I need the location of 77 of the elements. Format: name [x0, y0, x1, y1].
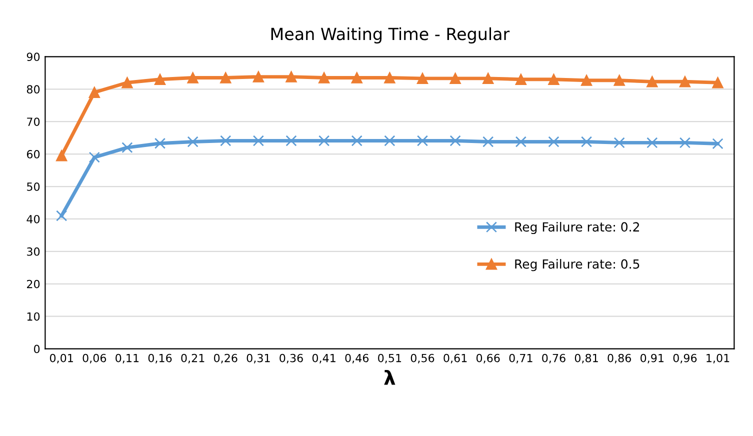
x-tick-label: 0,71	[509, 354, 532, 364]
x-tick-label: 1,01	[706, 354, 730, 364]
x-tick-label: 0,91	[640, 354, 664, 364]
point	[515, 136, 526, 148]
x-tick-label: 0,01	[50, 354, 73, 364]
x-tick-label: 0,31	[246, 354, 270, 364]
point	[416, 72, 428, 84]
point	[286, 71, 297, 82]
point	[548, 74, 560, 85]
x-tick-label: 0,51	[378, 354, 402, 364]
x-tick-label: 0,66	[476, 354, 500, 364]
x-tick-label: 0,81	[574, 354, 598, 364]
point	[56, 150, 68, 162]
point	[580, 136, 592, 148]
y-tick-label: 20	[26, 280, 40, 288]
point	[515, 74, 526, 85]
chart-title: Mean Waiting Time - Regular	[271, 27, 510, 44]
point	[88, 86, 100, 98]
x-tick-label: 0,26	[214, 354, 238, 364]
point	[220, 135, 232, 146]
point	[252, 71, 264, 82]
x-tick-label: 0,41	[312, 354, 336, 364]
y-tick-label: 50	[27, 182, 40, 191]
point	[712, 138, 724, 150]
point	[646, 137, 658, 148]
point	[614, 137, 625, 148]
point	[154, 74, 166, 85]
point	[384, 72, 396, 84]
legend-label: Reg Failure rate: 0.5	[515, 259, 640, 272]
point	[286, 135, 297, 146]
point	[482, 72, 494, 84]
point	[712, 77, 724, 88]
x-tick-label: 0,11	[116, 354, 139, 364]
x-tick-label: 0,61	[444, 354, 467, 364]
y-tick-label: 80	[26, 85, 40, 94]
point	[416, 135, 428, 146]
point	[580, 74, 592, 86]
y-tick-label: 30	[27, 247, 40, 256]
point	[318, 135, 330, 146]
point	[220, 72, 232, 84]
x-tick-label: 0,56	[410, 354, 434, 364]
point	[318, 72, 330, 84]
x-tick-label: 0,46	[345, 354, 369, 364]
point	[351, 135, 362, 146]
point	[548, 136, 560, 148]
y-tick-label: 90	[26, 52, 40, 62]
point	[679, 137, 691, 148]
point	[384, 135, 396, 146]
point	[482, 136, 494, 148]
x-tick-label: 0,06	[82, 354, 106, 364]
y-tick-label: 0	[34, 344, 40, 354]
point	[252, 135, 264, 146]
point	[450, 72, 461, 84]
point	[614, 74, 625, 86]
point	[187, 72, 198, 84]
x-tick-label: 0,16	[148, 354, 172, 364]
point	[122, 77, 133, 88]
y-tick-label: 10	[27, 312, 40, 321]
y-tick-label: 40	[26, 214, 40, 224]
point	[679, 76, 691, 88]
point	[187, 136, 198, 148]
x-axis-title: λ	[384, 370, 396, 385]
x-tick-label: 0,36	[280, 354, 303, 364]
x-tick-label: 0,21	[181, 354, 204, 364]
y-tick-label: 70	[27, 118, 40, 126]
point	[56, 210, 68, 222]
point	[646, 76, 658, 88]
x-tick-label: 0,86	[608, 354, 632, 364]
point	[122, 142, 133, 154]
point	[450, 135, 461, 146]
point	[351, 72, 362, 84]
y-tick-label: 60	[26, 150, 40, 158]
point	[88, 152, 100, 163]
legend-label: Reg Failure rate: 0.2	[515, 222, 639, 234]
x-tick-label: 0,96	[673, 354, 697, 364]
point	[154, 138, 166, 149]
x-tick-label: 0,76	[542, 354, 566, 364]
